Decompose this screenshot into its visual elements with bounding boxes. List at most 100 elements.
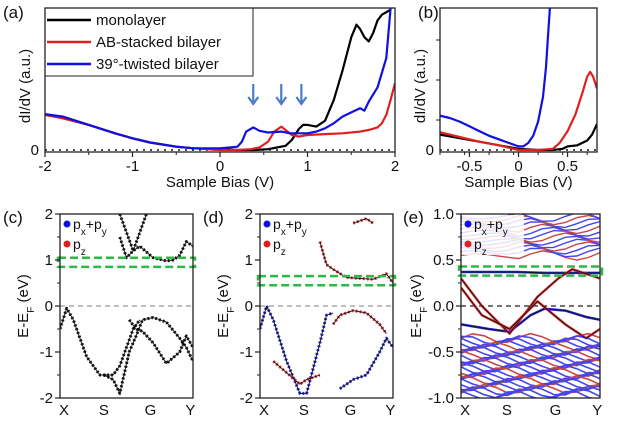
k-point-label: S	[299, 402, 309, 419]
band-pz-dispersive-1	[461, 267, 600, 335]
plot-frame	[44, 7, 396, 153]
y-tick-label: 0.0	[433, 298, 454, 315]
k-point-label: X	[259, 402, 269, 419]
y-tick-label: 0.5	[433, 252, 454, 269]
legend-label: 39°-twisted bilayer	[96, 56, 219, 73]
series-39-twisted-bilayer	[45, 8, 392, 150]
dense-band-valence	[461, 387, 600, 398]
band-line-flat-band	[461, 271, 600, 274]
legend-label: AB-stacked bilayer	[96, 34, 221, 51]
legend-label: monolayer	[96, 12, 166, 29]
band-valence-2	[103, 316, 193, 395]
legend-label-pz: pz	[273, 236, 286, 258]
series-ab-stacked-bilayer	[440, 70, 597, 152]
down-arrow-icon	[247, 84, 260, 106]
y-tick-label: 0	[45, 298, 53, 315]
legend-label-pxpy: px+py	[474, 216, 508, 238]
band-valence-top	[461, 307, 600, 334]
y-axis-title: E-EF (eV)	[15, 274, 37, 338]
k-point-label: X	[460, 402, 470, 419]
dense-band-valence	[461, 343, 600, 354]
band-line-conduction-2	[352, 218, 374, 224]
band-line-valence-2	[332, 310, 387, 334]
legend-label-pxpy: px+py	[73, 216, 107, 238]
band-line-valence-1	[260, 305, 334, 394]
x-tick-label: -0.5	[457, 158, 483, 175]
dense-band-valence	[461, 390, 595, 398]
k-point-label: G	[145, 402, 157, 419]
k-point-label: Y	[185, 402, 195, 419]
x-tick-label: 2	[391, 158, 399, 175]
k-point-label: Y	[592, 402, 602, 419]
k-point-label: S	[99, 402, 109, 419]
x-tick-label: 0	[514, 158, 522, 175]
plot-area-e	[461, 214, 600, 398]
plot-area-b	[440, 8, 597, 152]
band-line-conduction-1	[319, 241, 393, 284]
k-point-label: X	[59, 402, 69, 419]
legend-dot-pz	[63, 240, 71, 248]
y-tick-label: -1.0	[428, 390, 454, 407]
band-valence-1	[260, 304, 334, 395]
legend-dot-pxpy	[464, 220, 472, 228]
dense-band-valence	[461, 347, 600, 359]
y-axis-title: dI/dV (a.u.)	[412, 49, 429, 123]
y-tick-label: -1	[40, 344, 53, 361]
arrow-head	[275, 96, 288, 106]
y-tick-label: -2	[240, 390, 253, 407]
plot-area-a	[45, 8, 395, 152]
band-valence-3	[338, 336, 393, 391]
dense-band-valence	[461, 345, 600, 357]
x-tick-label: -2	[38, 158, 51, 175]
band-pz-dispersive-2	[461, 286, 600, 340]
k-point-label: Y	[385, 402, 395, 419]
plot-area-d	[260, 217, 393, 395]
arrow-head	[247, 96, 260, 106]
legend-label-pz: pz	[73, 236, 86, 258]
arrow-head	[295, 96, 308, 106]
k-point-label: G	[345, 402, 357, 419]
band-line-conduction-1	[119, 236, 193, 262]
band-line-pz-dispersive-1	[461, 268, 600, 335]
x-tick-label: -1	[126, 158, 139, 175]
legend-backdrop	[462, 215, 524, 255]
y-tick-label: -1	[240, 344, 253, 361]
y-tick-label: 1	[245, 252, 253, 269]
panel-label: (b)	[418, 3, 439, 22]
y-tick-label: 1.0	[433, 206, 454, 223]
y-tick-label: -0.5	[428, 344, 454, 361]
y-tick-label: -2	[40, 390, 53, 407]
legend-label-pxpy: px+py	[273, 216, 307, 238]
down-arrow-icon	[295, 84, 308, 106]
x-tick-label: 1	[303, 158, 311, 175]
band-valence-2	[331, 309, 388, 335]
y-axis-title: E-EF (eV)	[408, 274, 430, 338]
panel-label: (e)	[403, 208, 424, 227]
legend-dot-pz	[464, 240, 472, 248]
plot-frame	[439, 7, 598, 153]
y-tick-label: 2	[245, 206, 253, 223]
legend: monolayer AB-stacked bilayer 39°-twisted b…	[44, 7, 254, 77]
band-line-valence-2	[103, 317, 193, 394]
band-line-valence-4	[273, 360, 321, 385]
y-axis-title: dI/dV (a.u.)	[17, 49, 34, 123]
legend-dot-pz	[263, 240, 271, 248]
y-axis-title: E-EF (eV)	[215, 274, 237, 338]
x-axis-title: Sample Bias (V)	[464, 174, 572, 191]
plot-area-c	[60, 214, 193, 395]
dense-band-valence	[461, 375, 600, 386]
y-tick-label: 1	[45, 252, 53, 269]
band-line-conduction-2	[119, 214, 147, 252]
band-line-pz-dispersive-2	[461, 287, 600, 339]
x-tick-label: 0.5	[557, 158, 578, 175]
panel-label: (c)	[3, 208, 23, 227]
k-point-label: S	[502, 402, 512, 419]
band-line-valence-3	[128, 319, 193, 364]
